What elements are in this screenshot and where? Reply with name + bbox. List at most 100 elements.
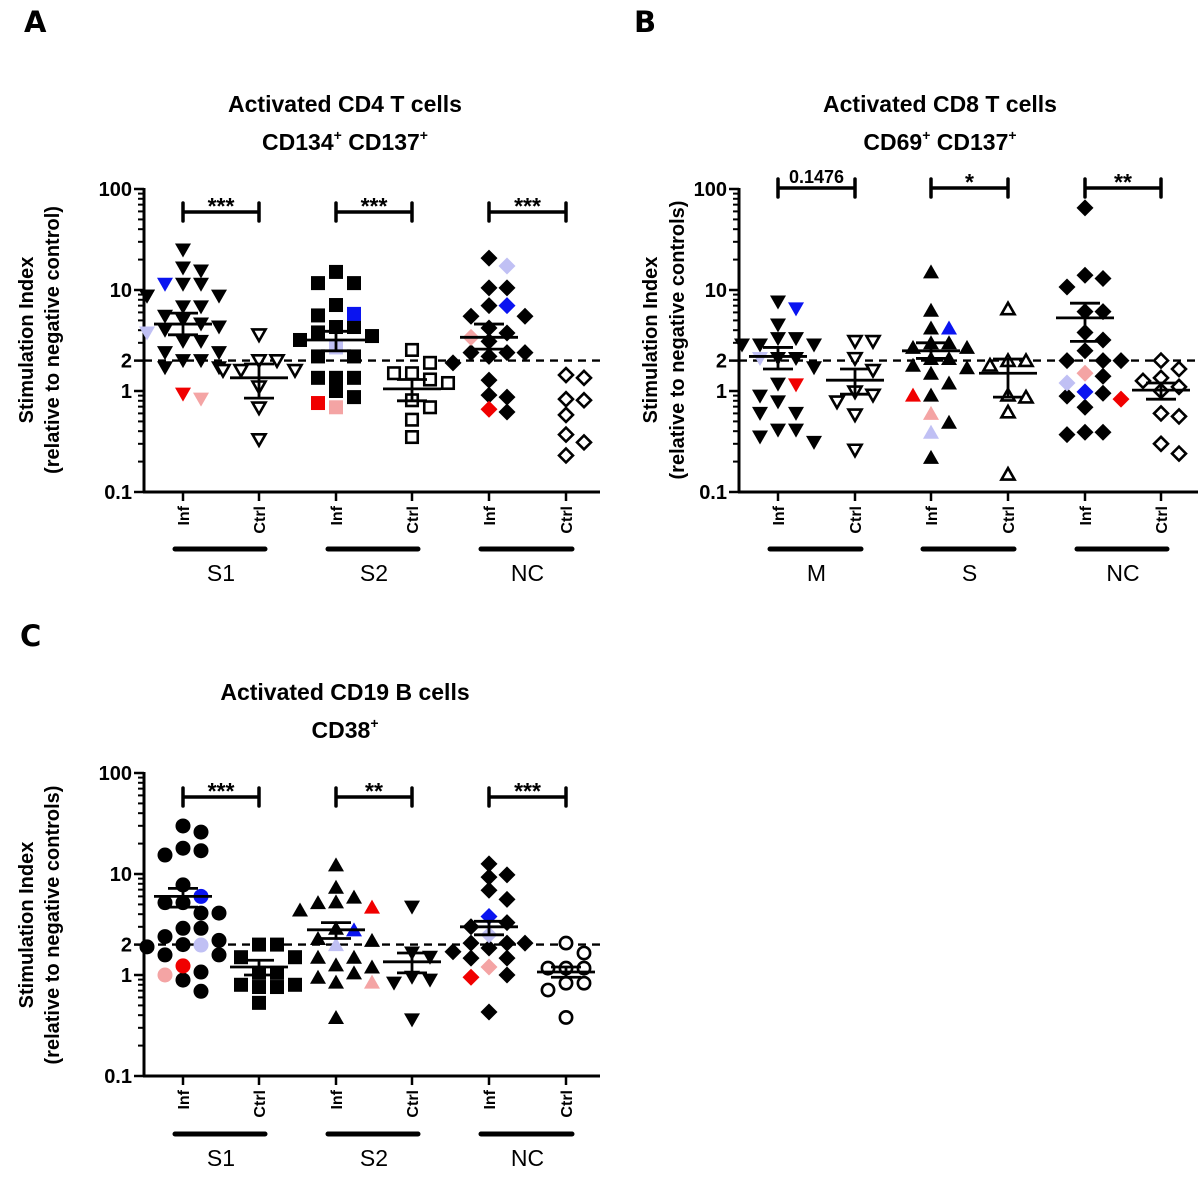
data-point xyxy=(175,937,191,953)
data-point xyxy=(193,964,209,980)
data-point xyxy=(923,365,939,380)
x-tick-label: Ctrl xyxy=(405,1090,422,1118)
significance-label: 0.1476 xyxy=(789,167,844,187)
condition-ctrl: Ctrl xyxy=(557,366,593,534)
data-point xyxy=(828,395,846,411)
data-point xyxy=(268,353,286,370)
data-point-red xyxy=(364,899,380,914)
data-point xyxy=(157,323,173,338)
data-point-blue xyxy=(347,306,361,321)
significance-label: * xyxy=(965,169,974,195)
data-point xyxy=(575,391,593,410)
y-tick-label: 100 xyxy=(99,763,132,785)
data-point xyxy=(293,332,307,347)
data-point xyxy=(175,354,191,369)
x-tick-label: Inf xyxy=(176,505,193,525)
data-point-pink xyxy=(364,974,380,989)
data-point xyxy=(846,408,864,424)
y-axis-label-line1: Stimulation Index xyxy=(640,257,662,424)
condition-inf: Inf xyxy=(139,818,227,1110)
data-point-pink xyxy=(1076,364,1094,382)
data-point xyxy=(1170,360,1188,378)
chart-title-line1: Activated CD4 T cells xyxy=(228,91,462,117)
data-point xyxy=(1058,387,1076,405)
condition-inf: Inf xyxy=(293,264,379,526)
y-tick-label: 1 xyxy=(716,381,727,403)
data-point-lightblue xyxy=(139,326,155,341)
data-point xyxy=(462,344,480,362)
data-point xyxy=(250,433,268,449)
data-point-blue xyxy=(941,320,957,335)
data-point xyxy=(788,332,804,347)
data-point xyxy=(770,423,786,438)
data-point xyxy=(480,939,498,957)
chart-title-line2: CD38+ xyxy=(312,715,379,743)
data-point xyxy=(347,370,361,385)
data-point xyxy=(557,406,575,424)
data-point-red xyxy=(311,396,325,411)
data-point xyxy=(211,947,227,963)
data-point xyxy=(1058,352,1076,370)
data-point xyxy=(462,934,480,952)
data-point xyxy=(752,389,768,404)
y-tick-label: 100 xyxy=(694,179,727,201)
x-tick-label: Inf xyxy=(924,505,941,525)
data-point xyxy=(252,995,266,1010)
data-point xyxy=(347,349,361,364)
data-point xyxy=(770,318,786,333)
y-tick-label: 0.1 xyxy=(699,482,727,504)
condition-inf: Inf xyxy=(444,855,534,1110)
data-point xyxy=(540,982,556,998)
plot-panel-c: 0.1 1 2 10 100 *** S1 Inf Ctrl ** S2 Inf Ctrl *** NC In… xyxy=(99,763,600,1171)
data-point xyxy=(941,375,957,390)
data-point xyxy=(999,403,1017,419)
data-point xyxy=(422,400,438,415)
data-point xyxy=(480,868,498,886)
condition-inf: Inf xyxy=(1056,199,1130,526)
y-tick-label: 2 xyxy=(716,351,727,373)
data-point xyxy=(498,866,516,884)
data-point-red xyxy=(1112,390,1130,408)
group-s2: *** S2 Inf Ctrl xyxy=(293,193,456,586)
data-point-lightblue xyxy=(193,937,209,953)
group-label: M xyxy=(807,560,826,586)
condition-inf: Inf xyxy=(139,243,227,526)
panel-a: A Activated CD4 T cells CD134+ CD137+ St… xyxy=(16,5,462,474)
data-point xyxy=(404,1013,420,1028)
data-point xyxy=(752,406,768,421)
data-point xyxy=(999,300,1017,316)
data-point xyxy=(959,339,975,354)
y-tick-label: 10 xyxy=(705,280,727,302)
group-label: NC xyxy=(511,560,544,586)
data-point xyxy=(193,277,209,292)
data-point xyxy=(364,932,380,947)
data-point xyxy=(923,387,939,402)
data-point xyxy=(923,302,939,317)
data-point-pink xyxy=(480,958,498,976)
data-point-red xyxy=(480,400,498,418)
data-point xyxy=(1094,331,1112,349)
data-point xyxy=(250,353,268,370)
data-point xyxy=(788,351,804,366)
condition-ctrl: Ctrl xyxy=(1132,351,1190,534)
data-point xyxy=(770,395,786,410)
data-point xyxy=(516,307,534,325)
data-point xyxy=(981,356,999,372)
data-point xyxy=(175,840,191,856)
data-point xyxy=(193,905,209,921)
data-point xyxy=(788,406,804,421)
x-tick-label: Inf xyxy=(482,505,499,525)
chart-title-line1: Activated CD8 T cells xyxy=(823,91,1057,117)
title-sup-1: + xyxy=(370,715,378,731)
data-point xyxy=(328,957,344,972)
data-point xyxy=(139,289,155,304)
condition-inf: Inf xyxy=(734,295,822,526)
data-point xyxy=(1076,199,1094,217)
data-point xyxy=(193,264,209,279)
data-point-red xyxy=(175,958,191,974)
data-point xyxy=(193,300,209,315)
significance-label: ** xyxy=(365,778,383,804)
x-tick-label: Ctrl xyxy=(252,1090,269,1118)
